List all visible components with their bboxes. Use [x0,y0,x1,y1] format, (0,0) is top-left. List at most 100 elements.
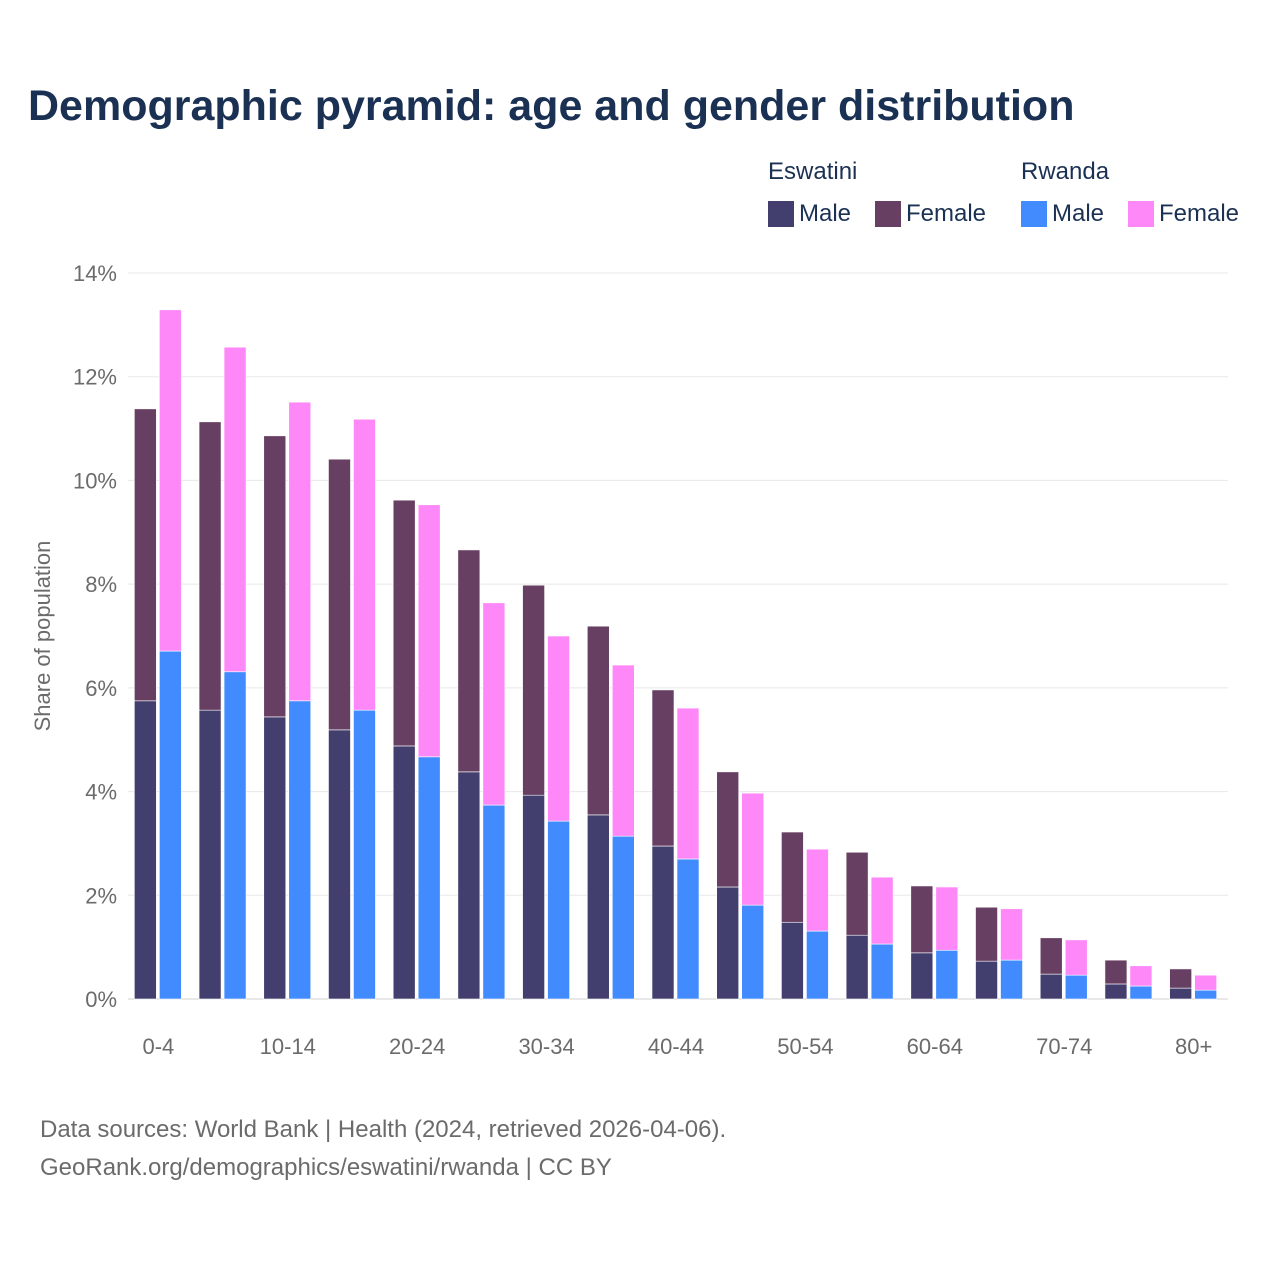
bar-eswatini-female-20-24 [392,499,416,747]
bar-rwanda-female-25-29 [482,602,506,806]
bar-rwanda-male-30-34 [547,820,570,1000]
bar-eswatini-male-25-29 [457,771,481,1000]
y-tick-label: 6% [85,676,117,701]
bar-eswatini-male-70-74 [1039,973,1063,1000]
bar-eswatini-male-65-69 [975,960,998,1000]
bar-eswatini-female-75-79 [1104,959,1128,985]
bar-rwanda-male-15-19 [353,709,376,1000]
y-tick-label: 10% [73,468,117,493]
bar-eswatini-male-60-64 [910,952,934,1000]
bar-eswatini-female-15-19 [328,458,351,731]
legend-label: Female [1159,200,1240,227]
bar-eswatini-male-80+ [1169,987,1192,1000]
bar-rwanda-female-35-39 [611,664,635,837]
x-tick-label: 10-14 [260,1034,316,1059]
y-tick-label: 8% [85,572,117,597]
x-tick-label: 50-54 [777,1034,833,1059]
bar-eswatini-female-70-74 [1039,937,1063,975]
bar-eswatini-male-20-24 [392,745,416,1000]
bar-eswatini-male-45-49 [716,886,740,1000]
bar-eswatini-male-35-39 [586,814,610,1000]
bar-rwanda-male-10-14 [288,700,312,1000]
bar-rwanda-male-75-79 [1129,985,1153,1000]
bar-rwanda-female-50-54 [806,848,829,932]
x-tick-label: 40-44 [648,1034,704,1059]
bar-eswatini-male-0-4 [134,700,157,1000]
chart-title: Demographic pyramid: age and gender dist… [28,82,1075,130]
bar-eswatini-female-40-44 [651,689,675,847]
x-tick-label: 60-64 [907,1034,963,1059]
legend-group-rwanda: Rwanda [1021,158,1110,185]
bar-rwanda-female-30-34 [547,635,570,822]
bar-rwanda-female-20-24 [417,504,441,758]
bar-rwanda-female-80+ [1194,974,1217,991]
bar-eswatini-male-75-79 [1104,983,1128,1000]
bar-rwanda-female-40-44 [676,707,700,860]
y-axis-title: Share of population [30,541,55,732]
legend-label: Male [799,200,852,227]
bar-eswatini-male-30-34 [522,794,545,1000]
bar-rwanda-female-55-59 [870,876,894,945]
bar-rwanda-male-50-54 [806,930,829,1000]
bar-eswatini-male-5-9 [198,709,222,1000]
legend-swatch [1021,201,1047,227]
x-tick-label: 80+ [1175,1034,1212,1059]
bar-eswatini-female-60-64 [910,885,934,954]
bar-eswatini-female-35-39 [586,625,610,816]
bar-rwanda-female-15-19 [353,418,376,711]
bar-rwanda-male-40-44 [676,858,700,1000]
x-tick-label: 30-34 [518,1034,574,1059]
bar-rwanda-male-25-29 [482,804,506,1000]
bar-rwanda-female-70-74 [1064,939,1088,976]
y-tick-label: 14% [73,261,117,286]
bar-rwanda-male-35-39 [611,835,635,1000]
bar-eswatini-male-10-14 [263,716,287,1000]
legend-eswatini-female[interactable]: Female [875,200,986,228]
legend-label: Female [906,200,987,227]
bar-eswatini-female-65-69 [975,906,998,962]
bar-rwanda-male-70-74 [1064,974,1088,1000]
bar-rwanda-female-65-69 [1000,908,1023,961]
legend-eswatini-male[interactable]: Male [768,200,851,228]
y-tick-label: 2% [85,883,117,908]
x-tick-label: 0-4 [142,1034,174,1059]
footer-link[interactable]: GeoRank.org/demographics/eswatini/rwanda… [40,1154,612,1181]
bar-rwanda-female-5-9 [223,346,247,673]
bar-rwanda-female-10-14 [288,401,312,702]
bar-eswatini-female-30-34 [522,584,545,796]
bar-eswatini-female-45-49 [716,771,740,888]
bar-eswatini-male-40-44 [651,845,675,1000]
bar-eswatini-female-50-54 [781,831,804,923]
x-tick-label: 70-74 [1036,1034,1092,1059]
legend-rwanda-male[interactable]: Male [1021,200,1104,228]
legend-swatch [875,201,901,227]
bar-rwanda-male-20-24 [417,756,441,1000]
bar-rwanda-female-45-49 [741,792,765,906]
x-tick-label: 20-24 [389,1034,445,1059]
bar-eswatini-female-55-59 [845,851,869,936]
y-tick-label: 12% [73,365,117,390]
bar-eswatini-female-10-14 [263,435,287,718]
legend-swatch [1128,201,1154,227]
bar-rwanda-male-60-64 [935,949,959,1000]
bar-eswatini-female-5-9 [198,421,222,711]
legend-label: Male [1052,200,1105,227]
bar-rwanda-male-65-69 [1000,959,1023,1000]
bar-eswatini-male-15-19 [328,729,351,1000]
bar-rwanda-female-75-79 [1129,965,1153,987]
bar-rwanda-male-5-9 [223,671,247,1000]
bar-rwanda-male-45-49 [741,904,765,1000]
legend-swatch [768,201,794,227]
bar-eswatini-female-80+ [1169,968,1192,989]
bar-rwanda-male-0-4 [159,650,182,1000]
footer-sources: Data sources: World Bank | Health (2024,… [40,1116,727,1143]
legend-rwanda-female[interactable]: Female [1128,200,1239,228]
bar-eswatini-female-25-29 [457,549,481,773]
bar-eswatini-female-0-4 [134,408,157,702]
bar-rwanda-female-60-64 [935,886,959,951]
y-tick-label: 0% [85,987,117,1012]
bar-rwanda-female-0-4 [159,309,182,652]
y-tick-label: 4% [85,780,117,805]
